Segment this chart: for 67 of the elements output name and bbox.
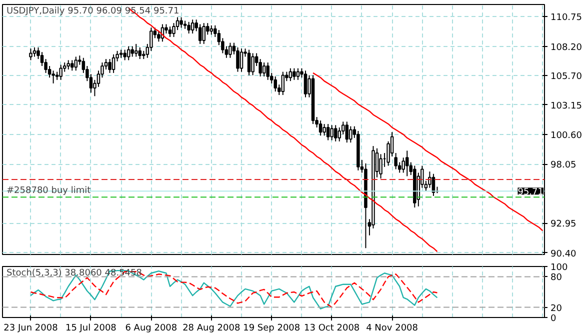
candlestick: [240, 48, 244, 72]
candlestick: [32, 46, 36, 58]
candlestick: [405, 150, 409, 177]
candlestick: [288, 68, 292, 82]
y-tick-label: 100.60: [550, 130, 582, 141]
y-tick-label: 80: [550, 273, 562, 284]
candlestick: [322, 123, 326, 136]
y-tick-label: 92.95: [550, 220, 576, 230]
candlestick: [157, 30, 160, 42]
candlestick: [126, 46, 130, 61]
y-tick-label: 110.75: [550, 13, 582, 24]
candlestick: [198, 24, 202, 44]
candlestick: [266, 62, 270, 80]
candlestick: [281, 71, 285, 96]
candlestick: [262, 62, 266, 77]
candlestick: [134, 43, 138, 58]
candlestick: [138, 46, 142, 60]
ref-line-label: #258780 buy limit: [6, 186, 92, 196]
candlestick: [349, 126, 352, 144]
candlestick: [52, 70, 55, 84]
candlestick: [236, 46, 240, 72]
candlestick: [334, 124, 338, 142]
x-tick-label: 23 Jun 2008: [4, 324, 58, 334]
candlestick: [345, 121, 349, 144]
candlestick: [274, 76, 278, 92]
candlestick: [66, 60, 70, 70]
x-tick-label: 6 Aug 2008: [125, 324, 178, 334]
candlestick: [29, 48, 32, 61]
candlestick: [202, 22, 206, 44]
candlestick: [394, 152, 398, 170]
candlestick: [190, 19, 194, 34]
candlestick: [187, 21, 190, 34]
x-tick-label: 15 Jul 2008: [65, 324, 117, 334]
candlestick: [247, 49, 251, 76]
y-tick-label: 105.70: [550, 72, 582, 82]
candlestick: [330, 124, 334, 141]
candlestick: [304, 70, 308, 98]
y-tick-label: 20: [550, 304, 562, 314]
y-tick-label: 0: [550, 314, 556, 324]
candlestick: [123, 49, 126, 61]
candlestick: [40, 52, 44, 66]
candlestick: [130, 46, 134, 58]
candlestick: [112, 54, 116, 74]
candlestick: [59, 64, 62, 80]
line-series: [128, 7, 438, 252]
x-tick-label: 13 Oct 2008: [304, 324, 360, 334]
y-tick-label: 90.40: [550, 249, 577, 260]
candlestick: [228, 42, 232, 58]
y-tick-label: 100: [550, 263, 568, 273]
y-tick-label: 98.05: [550, 160, 576, 171]
x-tick-label: 4 Nov 2008: [366, 324, 418, 334]
candlestick: [296, 68, 300, 80]
candlestick: [180, 16, 183, 28]
candlestick: [168, 26, 172, 38]
y-tick-label: 103.15: [550, 101, 582, 112]
x-tick-label: 19 Sep 2008: [243, 324, 300, 334]
candlestick: [326, 123, 330, 141]
candlestick: [292, 68, 296, 80]
candlestick: [210, 24, 214, 36]
candlestick: [70, 60, 74, 72]
line-series: [312, 72, 544, 232]
candlestick: [74, 56, 78, 72]
x-tick-label: 28 Aug 2008: [182, 324, 240, 334]
candlestick: [318, 120, 322, 136]
candlestick: [251, 52, 254, 76]
y-tick-label: 108.20: [550, 42, 582, 53]
candlestick: [108, 58, 112, 74]
